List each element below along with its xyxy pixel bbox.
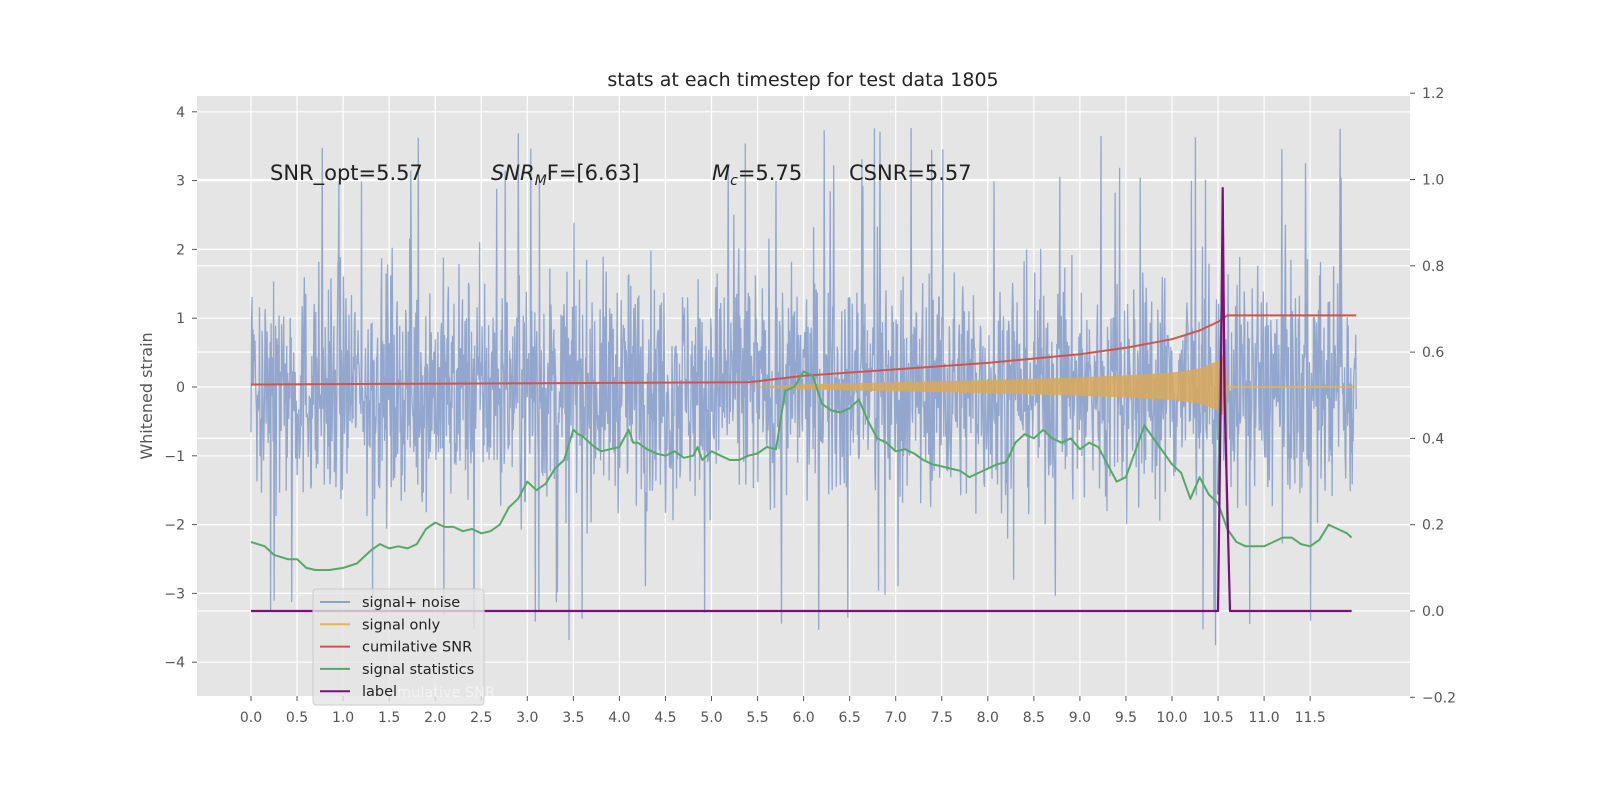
y2-tick-label: 0.2 [1422,518,1444,534]
x-tick-label: 1.0 [332,710,354,726]
annotation-mc-rest: =5.75 [738,161,802,185]
x-tick-label: 5.0 [700,710,722,726]
x-tick-label: 4.0 [608,710,630,726]
legend-bleed-text: mulative SNR [397,685,495,701]
y-tick-label: 2 [176,242,185,258]
legend-entry: label [362,684,397,700]
signal-statistics-line [250,370,1353,571]
chart-title: stats at each timestep for test data 180… [607,69,998,91]
y2-tick-label: 1.0 [1422,173,1444,189]
y-tick-label: −1 [164,449,185,465]
x-tick-label: 2.5 [470,710,492,726]
label-line [251,187,1352,613]
label-series [251,187,1352,613]
x-tick-label: 11.5 [1295,710,1326,726]
annotation-csnr: CSNR=5.57 [849,161,972,185]
annotation-snr-mf-sub: M [535,173,547,189]
legend: mulative SNR signal+ noise signal only cum… [312,588,495,706]
signal-only-envelope [748,352,1357,418]
legend-entry: signal only [362,617,441,633]
y2-tick-label: 1.2 [1422,86,1444,102]
y-tick-label: −4 [164,655,185,671]
x-tick-label: 8.0 [977,710,999,726]
x-tick-label: 3.0 [516,710,538,726]
x-tick-label: 4.5 [654,710,676,726]
x-tick-label: 0.5 [286,710,308,726]
y-tick-label: 0 [176,380,185,396]
annotations: SNR_opt=5.57 SNRMF=[6.63] Mc=5.75 CSNR=5… [270,161,972,189]
axes: 0.0 0.5 1.0 1.5 2.0 2.5 3.0 3.5 4.0 4.5 5.0 5.5 6.0 6… [164,86,1456,726]
y2-tick-label: 0.8 [1422,259,1444,275]
y-tick-label: −2 [164,518,185,534]
x-tick-label: 9.0 [1069,710,1091,726]
x-tick-label: 6.5 [839,710,861,726]
x-tick-label: 7.5 [931,710,953,726]
annotation-snr-mf-rest: F=[6.63] [547,161,640,185]
y2-tick-label: 0.0 [1422,604,1444,620]
y-tick-label: 4 [176,105,185,121]
x-tick-label: 10.0 [1156,710,1187,726]
y-tick-label: 3 [176,174,185,190]
legend-entry: signal+ noise [362,595,460,611]
annotation-snr-opt: SNR_opt=5.57 [270,161,423,186]
x-tick-label: 5.5 [746,710,768,726]
y2-tick-label: 0.6 [1422,345,1444,361]
x-tick-label: 6.0 [792,710,814,726]
x-tick-label: 1.5 [378,710,400,726]
x-tick-label: 11.0 [1249,710,1280,726]
x-tick-label: 7.0 [885,710,907,726]
x-tick-label: 0.0 [240,710,262,726]
y2-tick-label: −0.2 [1422,690,1456,706]
y2-tick-label: 0.4 [1422,431,1444,447]
legend-entry: cumilative SNR [362,640,472,656]
legend-items: signal+ noise signal only cumilative SNR si… [320,595,474,700]
legend-box [312,588,485,706]
signal-only-series [748,352,1357,418]
y-tick-label: −3 [164,586,185,602]
cumulative-snr-series [250,314,1357,386]
y-axis-label: Whitened strain [137,332,156,459]
annotation-mc: Mc=5.75 [712,161,802,189]
annotation-mc-sub: c [730,173,738,189]
x-tick-label: 2.0 [424,710,446,726]
cumulative-snr-line [250,314,1357,386]
x-tick-label: 8.5 [1023,710,1045,726]
annotation-snr-mf-main: SNR [491,161,535,185]
annotation-mc-main: M [712,161,730,185]
x-tick-label: 10.5 [1202,710,1233,726]
x-tick-label: 9.5 [1115,710,1137,726]
x-tick-label: 3.5 [562,710,584,726]
annotation-snr-mf: SNRMF=[6.63] [491,161,640,189]
legend-entry: signal statistics [362,662,474,678]
y-tick-label: 1 [176,311,185,327]
